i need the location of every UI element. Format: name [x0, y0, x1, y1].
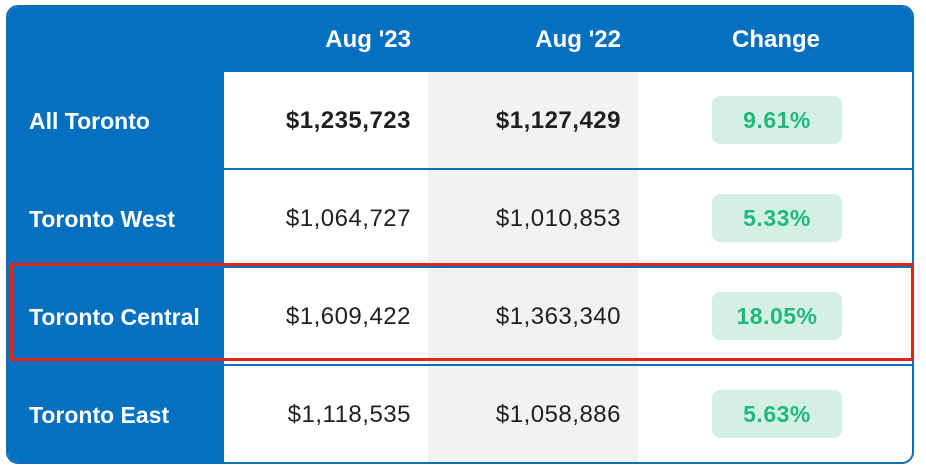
- row-divider: [224, 168, 912, 170]
- highlight-box-toronto-central: [10, 263, 914, 361]
- value-aug23: $1,235,723: [285, 107, 411, 134]
- table-row: Toronto West $1,064,727 $1,010,853 5.33%: [8, 170, 912, 268]
- change-badge: 9.61%: [712, 96, 842, 144]
- header-aug23: Aug '23: [325, 26, 411, 53]
- region-label-column: [8, 72, 224, 462]
- row-label-toronto-west: Toronto West: [29, 206, 176, 232]
- value-aug23: $1,609,422: [285, 303, 411, 330]
- value-aug22: $1,127,429: [495, 107, 621, 134]
- table-row: All Toronto $1,235,723 $1,127,429 9.61%: [8, 72, 912, 170]
- header-aug22: Aug '22: [535, 26, 621, 53]
- value-aug22: $1,010,853: [495, 205, 621, 232]
- change-badge: 5.63%: [712, 390, 842, 438]
- price-comparison-table: Aug '23 Aug '22 Change All Toronto $1,23…: [6, 5, 914, 464]
- row-divider: [224, 364, 912, 366]
- row-label-all-toronto: All Toronto: [29, 108, 150, 134]
- value-aug22: $1,058,886: [495, 401, 621, 428]
- table-row: Toronto Central $1,609,422 $1,363,340 18…: [8, 268, 912, 366]
- change-badge: 5.33%: [712, 194, 842, 242]
- row-label-toronto-central: Toronto Central: [29, 304, 200, 330]
- change-badge: 18.05%: [712, 292, 842, 340]
- value-aug23: $1,118,535: [287, 401, 411, 428]
- value-aug23: $1,064,727: [285, 205, 411, 232]
- row-divider: [224, 266, 912, 268]
- table-header: Aug '23 Aug '22 Change: [8, 7, 912, 72]
- value-aug22: $1,363,340: [495, 303, 621, 330]
- header-change: Change: [731, 26, 820, 53]
- row-label-toronto-east: Toronto East: [29, 402, 170, 428]
- table-row: Toronto East $1,118,535 $1,058,886 5.63%: [8, 366, 912, 462]
